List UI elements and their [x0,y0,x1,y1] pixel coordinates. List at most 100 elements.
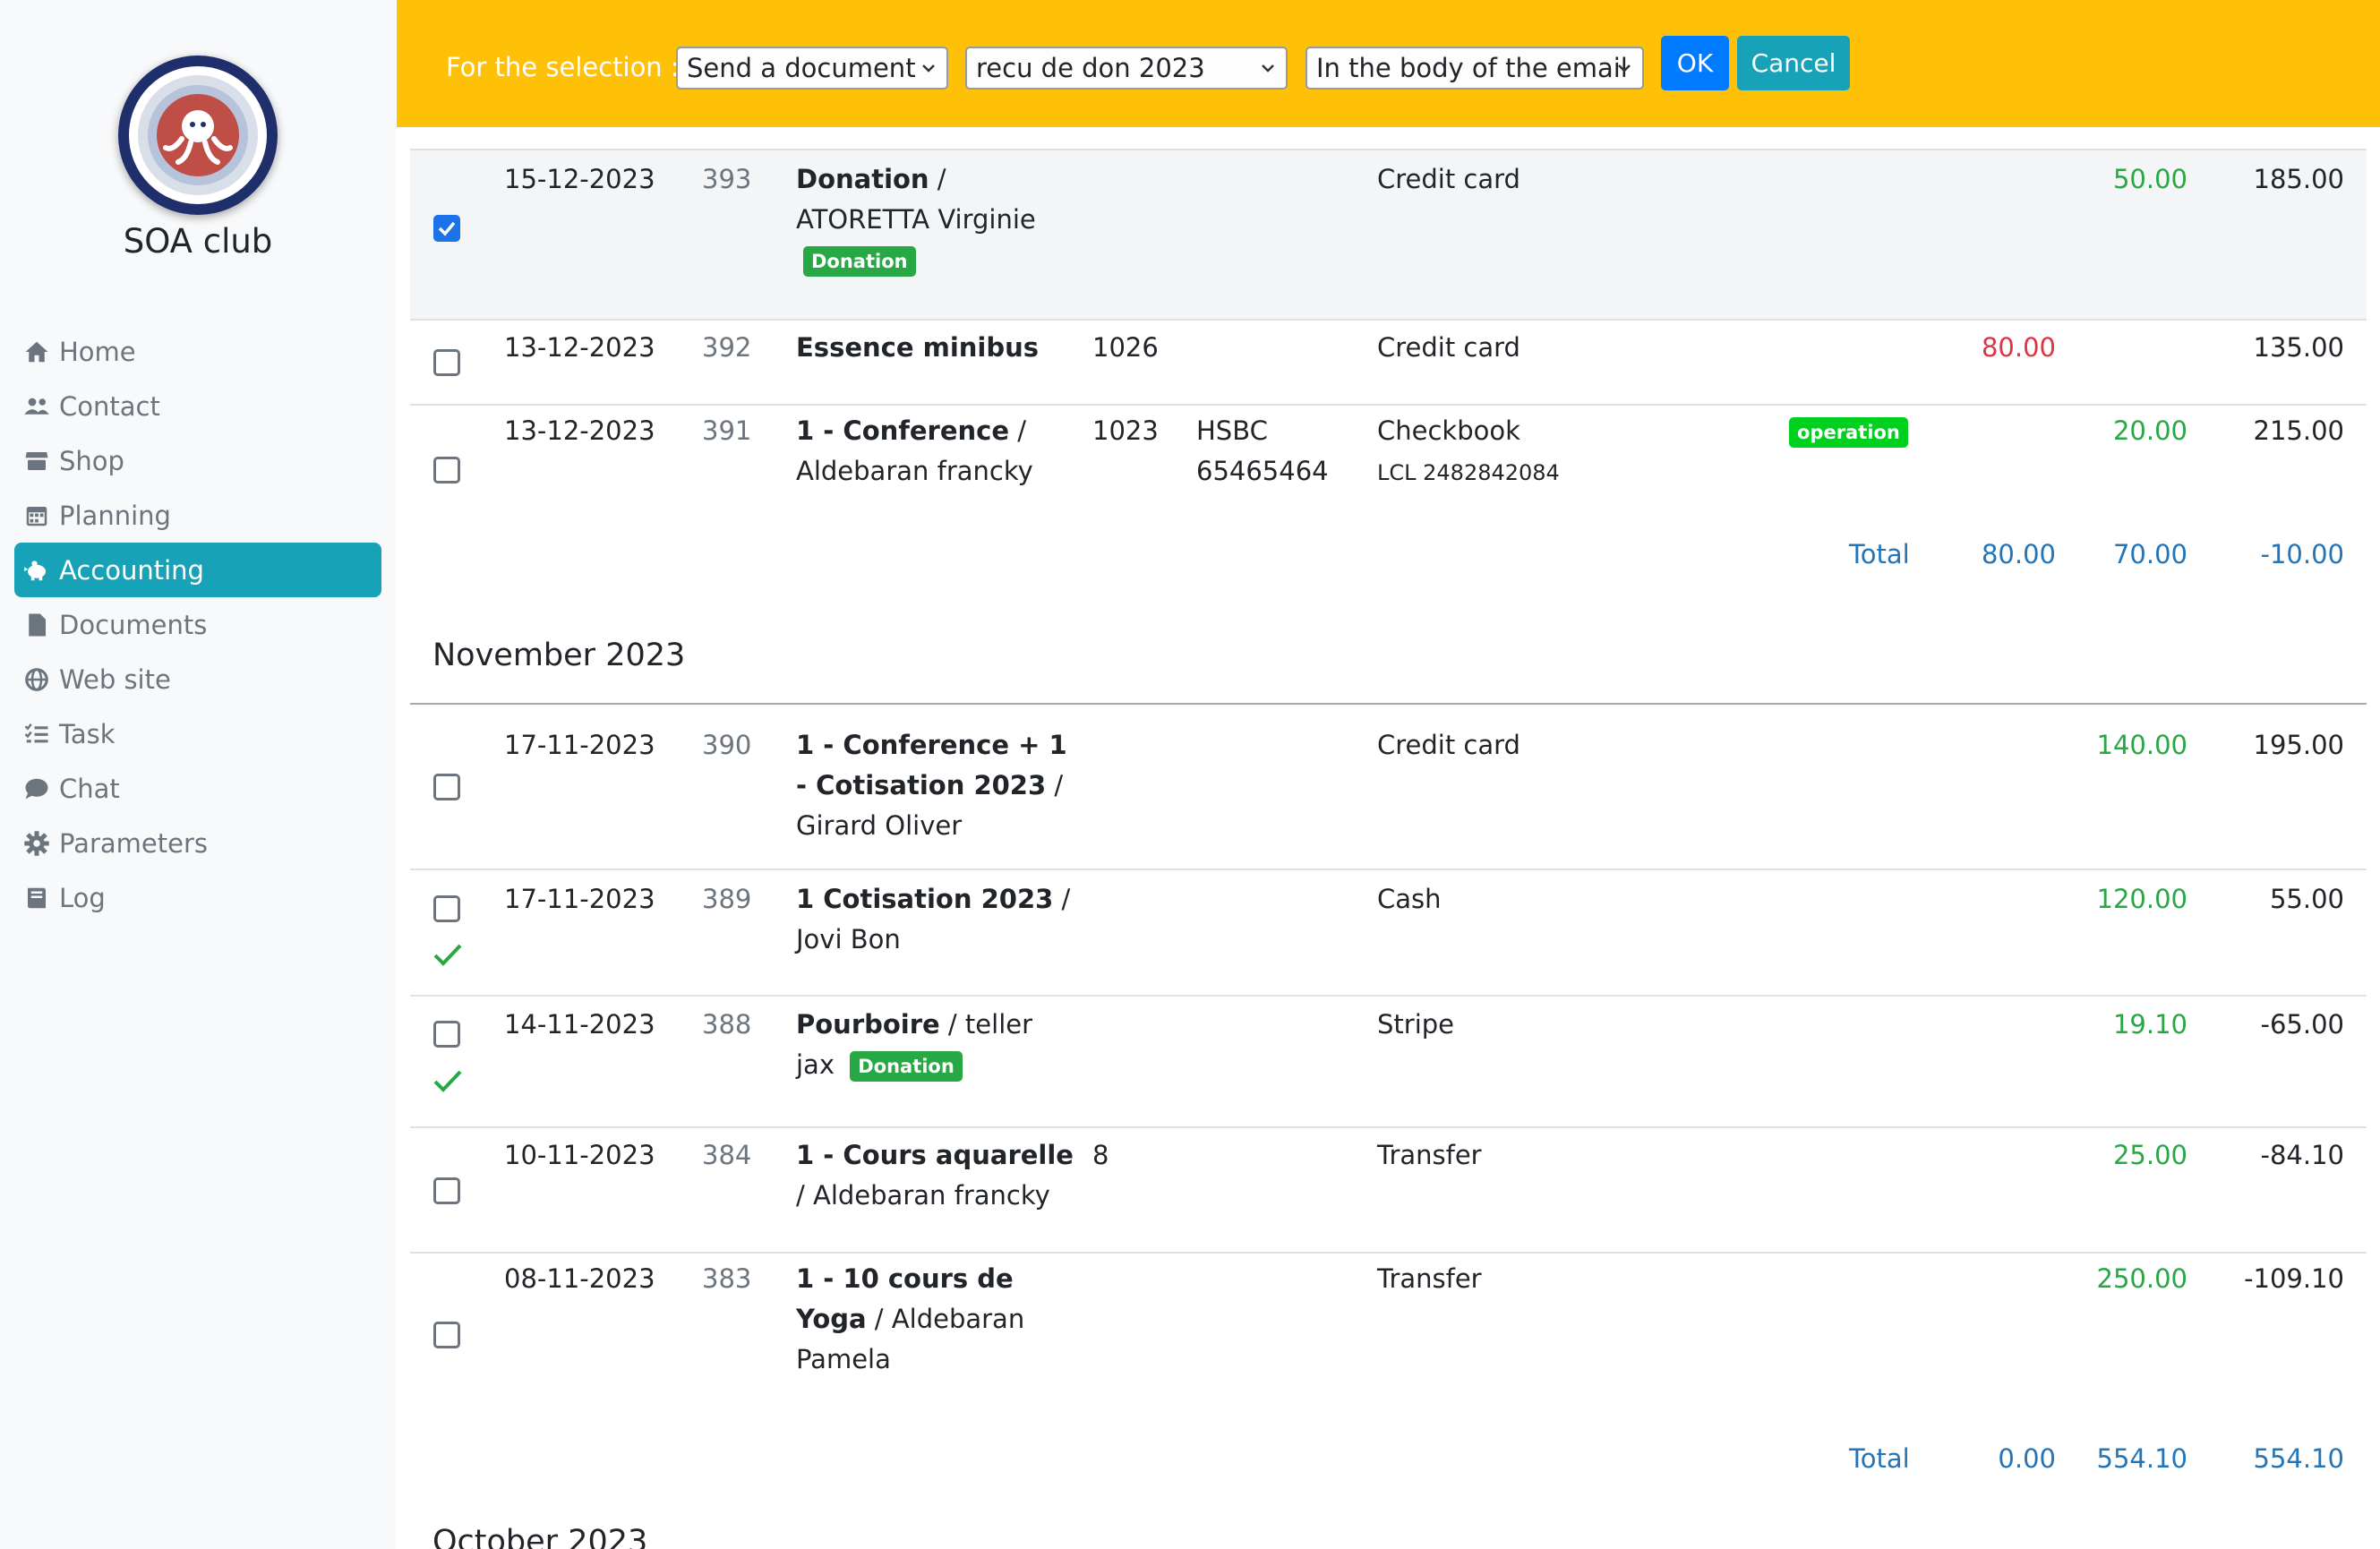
row-contact: Girard Oliver [796,810,963,841]
row-debit: 80.00 [1981,332,2056,363]
nav-item-contact[interactable]: Contact [14,379,381,433]
table-row[interactable]: 15-12-2023 393 Donation / ATORETTA Virgi… [410,150,2367,319]
row-date: 17-11-2023 [504,884,655,914]
row-balance: 135.00 [2253,332,2344,363]
row-description: 1 - 10 cours de Yoga / Aldebaran Pamela [796,1263,1025,1374]
row-divider [410,995,2367,997]
month-heading: November 2023 [432,638,686,673]
row-date: 13-12-2023 [504,415,655,446]
total-label: Total [1849,1443,1910,1474]
nav-label: Shop [59,445,124,476]
table-row[interactable]: 13-12-2023 391 1 - Conference / Aldebara… [410,406,2367,531]
row-title: Donation [796,164,929,194]
nav-item-website[interactable]: Web site [14,652,381,706]
row-contact: Pamela [796,1344,891,1374]
nav-item-task[interactable]: Task [14,706,381,761]
row-balance: -84.10 [2260,1140,2345,1170]
row-reference: 1023 [1092,415,1159,446]
row-credit: 250.00 [2096,1263,2187,1294]
delivery-select[interactable]: In the body of the email [1306,47,1644,90]
row-date: 08-11-2023 [504,1263,655,1294]
operation-badge: operation [1789,417,1908,448]
row-date: 17-11-2023 [504,730,655,760]
document-select[interactable]: recu de don 2023 [965,47,1288,90]
row-description: Pourboire / teller jax Donation [796,1009,1033,1082]
row-id: 393 [702,164,752,194]
globe-icon [21,666,52,693]
row-title: 1 - 10 cours de [796,1263,1014,1294]
row-id: 389 [702,884,752,914]
club-name: SOA club [123,222,273,261]
row-method: Checkbook LCL 2482842084 [1377,415,1560,485]
row-divider [410,404,2367,406]
nav-label: Planning [59,500,171,531]
total-credit: 70.00 [2112,539,2187,569]
nav-item-documents[interactable]: Documents [14,597,381,652]
total-debit: 0.00 [1998,1443,2056,1474]
row-method: Credit card [1377,332,1520,363]
cancel-button[interactable]: Cancel [1737,36,1850,90]
row-checkbox[interactable] [433,895,460,922]
shop-icon [21,448,52,475]
table-row[interactable]: 17-11-2023 390 1 - Conference + 1 - Coti… [410,705,2367,868]
row-divider [410,149,2367,150]
nav-label: Contact [59,390,160,422]
row-balance: -65.00 [2260,1009,2345,1040]
row-method: Transfer [1377,1140,1482,1170]
row-description: 1 - Conference + 1 - Cotisation 2023 / G… [796,730,1067,841]
row-checkbox[interactable] [433,457,460,484]
row-method: Credit card [1377,164,1520,194]
nav-item-home[interactable]: Home [14,324,381,379]
total-balance: 554.10 [2253,1443,2344,1474]
ok-button[interactable]: OK [1661,36,1729,90]
row-credit: 20.00 [2112,415,2187,446]
nav-item-accounting[interactable]: Accounting [14,543,381,597]
row-checkbox[interactable] [433,774,460,800]
row-contact: jax [796,1049,835,1080]
table-row[interactable]: 14-11-2023 388 Pourboire / teller jax Do… [410,997,2367,1125]
row-balance: 55.00 [2269,884,2344,914]
nav-item-log[interactable]: Log [14,870,381,925]
row-credit: 120.00 [2096,884,2187,914]
chevron-down-icon [1262,64,1274,73]
total-credit: 554.10 [2096,1443,2187,1474]
month-heading: October 2023 [432,1524,648,1549]
calendar-icon [21,502,52,529]
nav-item-parameters[interactable]: Parameters [14,816,381,870]
row-title: 1 - Conference + 1 [796,730,1067,760]
nav-label: Chat [59,773,120,804]
row-checkbox[interactable] [433,1021,460,1048]
table-row[interactable]: 08-11-2023 383 1 - 10 cours de Yoga / Al… [410,1254,2367,1418]
nav-label: Documents [59,609,208,640]
method-detail: LCL 2482842084 [1377,460,1560,485]
nav-label: Log [59,882,106,913]
donation-badge: Donation [850,1051,963,1082]
nav-label: Home [59,336,136,367]
table-row[interactable]: 10-11-2023 384 1 - Cours aquarelle / Ald… [410,1128,2367,1252]
book-icon [21,885,52,911]
nav-item-planning[interactable]: Planning [14,488,381,543]
row-description: 1 - Conference / Aldebaran francky [796,415,1033,486]
row-badge-cell: operation [1789,411,1908,451]
row-checkbox[interactable] [433,215,460,242]
row-id: 392 [702,332,752,363]
row-balance: 185.00 [2253,164,2344,194]
table-row[interactable]: 17-11-2023 389 1 Cotisation 2023 / Jovi … [410,870,2367,994]
nav-label: Accounting [59,554,204,586]
row-checkbox[interactable] [433,1322,460,1348]
row-checkbox[interactable] [433,349,460,376]
action-select[interactable]: Send a document [676,47,948,90]
document-icon [21,612,52,638]
row-checkbox[interactable] [433,1177,460,1204]
action-select-value: Send a document [687,53,916,83]
selection-action-bar: For the selection : Send a document recu… [397,0,2380,127]
club-logo [118,56,278,215]
row-id: 388 [702,1009,752,1040]
nav-item-shop[interactable]: Shop [14,433,381,488]
row-credit: 140.00 [2096,730,2187,760]
nav-item-chat[interactable]: Chat [14,761,381,816]
total-label: Total [1849,539,1910,569]
row-id: 391 [702,415,752,446]
row-title: Pourboire [796,1009,940,1040]
table-row[interactable]: 13-12-2023 392 Essence minibus 1026 Cred… [410,321,2367,403]
